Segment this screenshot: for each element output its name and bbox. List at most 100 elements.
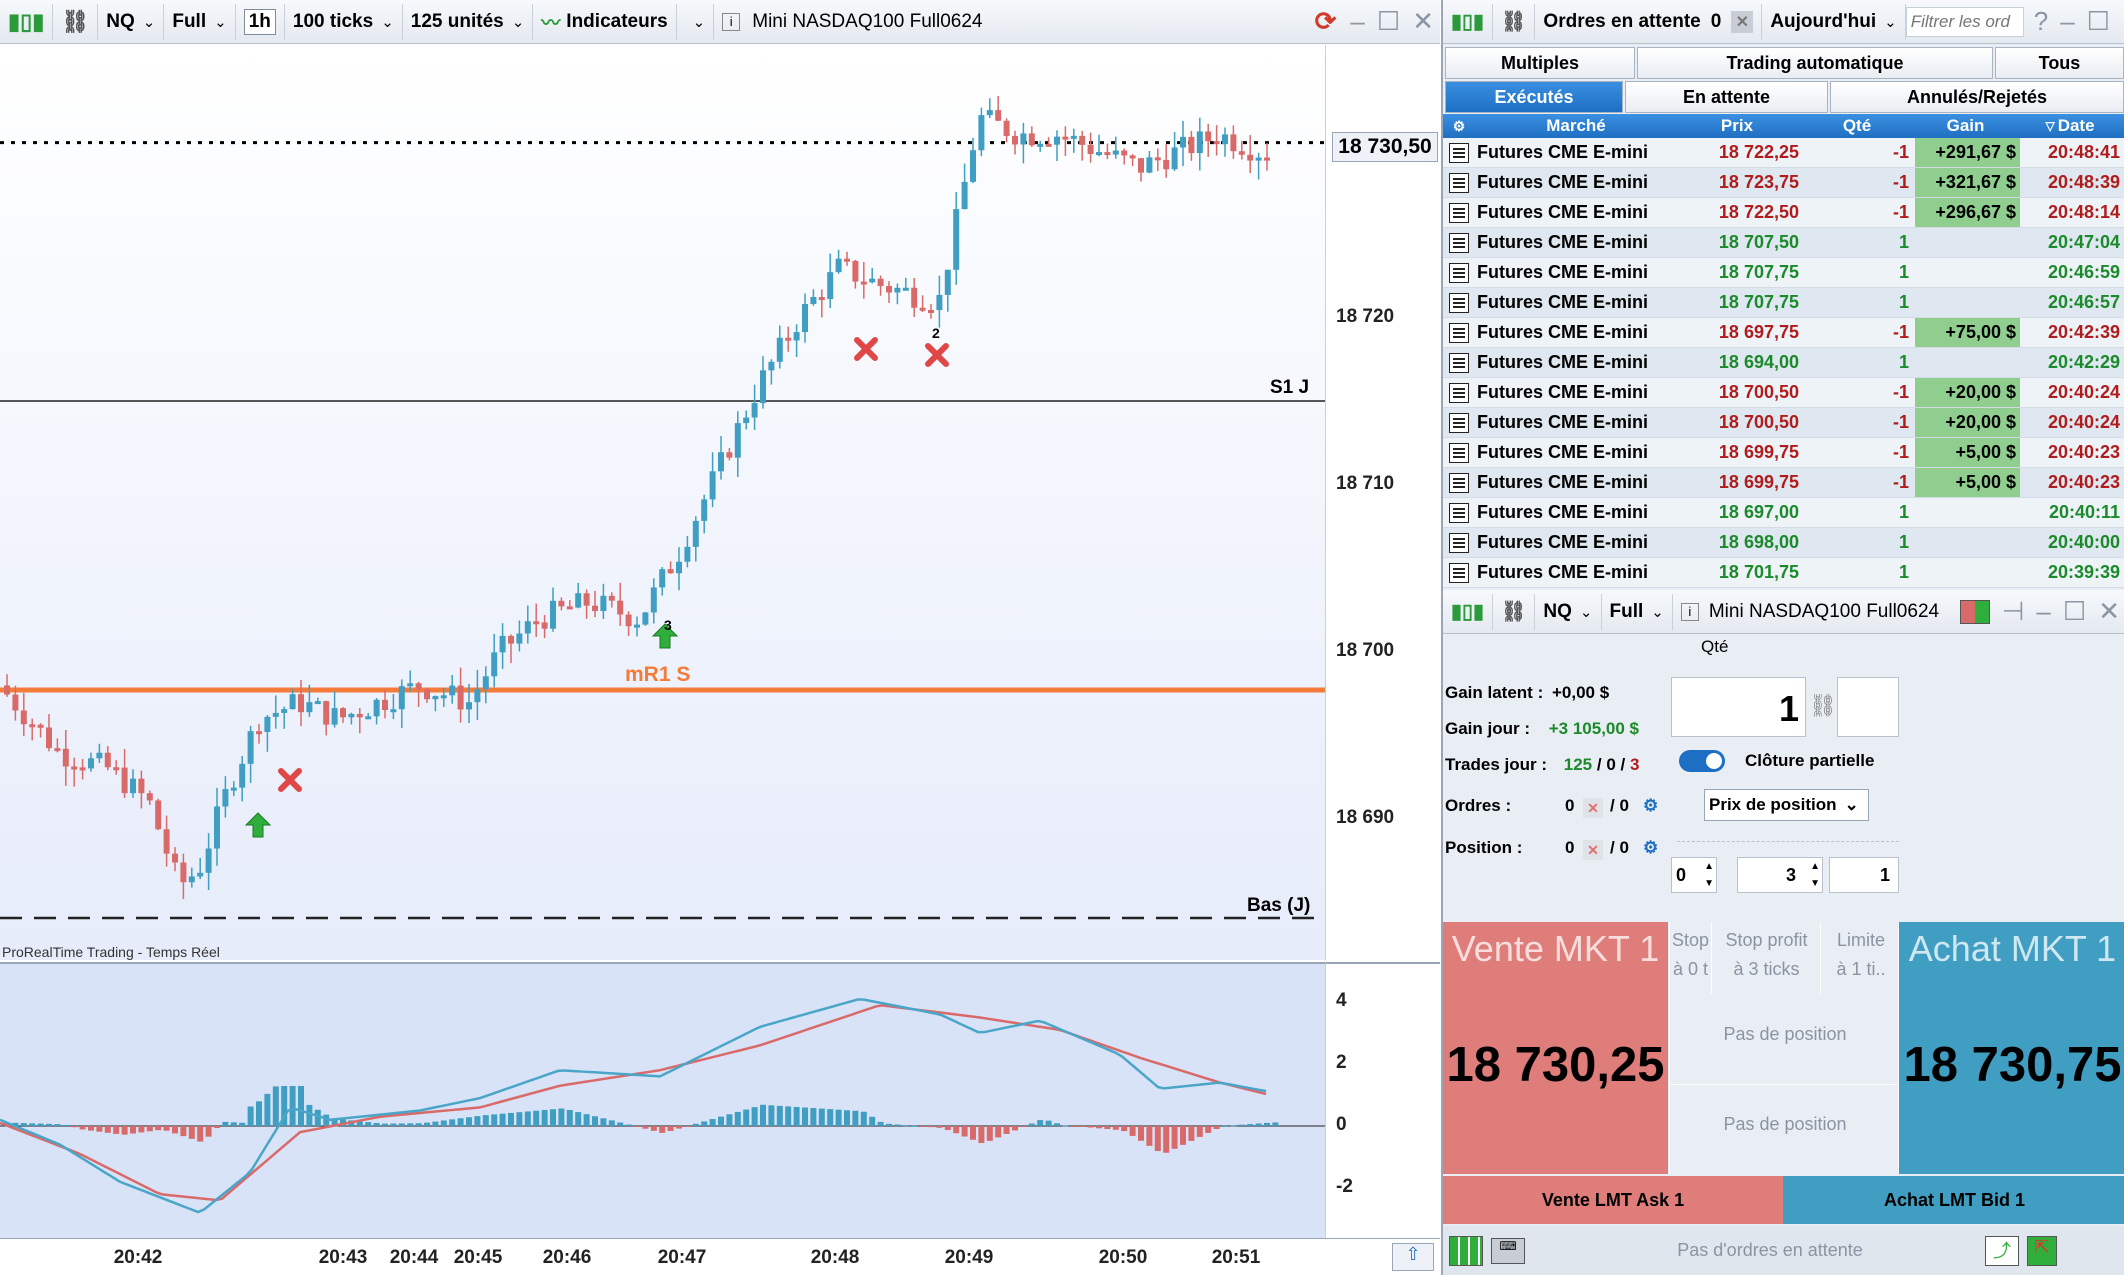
order-detail-icon[interactable]: [1443, 528, 1475, 557]
ticket-instrument-info[interactable]: i Mini NASDAQ100 Full0624: [1673, 594, 1956, 630]
column-header-date[interactable]: ▽ Date: [2020, 114, 2124, 138]
order-detail-icon[interactable]: [1443, 348, 1475, 377]
help-icon[interactable]: ?: [2033, 6, 2049, 36]
scroll-right-button[interactable]: ⇧: [1392, 1243, 1434, 1271]
table-row[interactable]: Futures CME E-mini 18 699,75 -1 +5,00 $ 20:4…: [1443, 438, 2124, 468]
link-icon[interactable]: ⛓: [53, 3, 99, 40]
order-detail-icon[interactable]: [1443, 378, 1475, 407]
tab-pending[interactable]: En attente: [1625, 81, 1828, 113]
stop-profit-button[interactable]: Stop profit à 3 ticks: [1713, 922, 1821, 994]
ticket-symbol-selector[interactable]: NQ ⌄: [1535, 593, 1602, 630]
price-chart[interactable]: S1 J mR1 S Bas (J) 2 3 ProRealTime Tradi…: [0, 45, 1325, 960]
table-row[interactable]: Futures CME E-mini 18 722,50 -1 +296,67 $ 20…: [1443, 198, 2124, 228]
order-detail-icon[interactable]: [1443, 558, 1475, 587]
tab-cancelled[interactable]: Annulés/Rejetés: [1830, 81, 2124, 113]
sell-limit-button[interactable]: Vente LMT Ask 1: [1443, 1176, 1783, 1224]
profit-stepper[interactable]: 3 ▲ ▼: [1737, 857, 1823, 893]
close-position-icon[interactable]: ✕: [1583, 840, 1603, 860]
timeframe-button[interactable]: 1h: [236, 3, 285, 40]
symbol-selector[interactable]: NQ ⌄: [98, 3, 165, 40]
table-row[interactable]: Futures CME E-mini 18 698,00 1 20:40:00: [1443, 528, 2124, 558]
table-row[interactable]: Futures CME E-mini 18 707,75 1 20:46:57: [1443, 288, 2124, 318]
table-row[interactable]: Futures CME E-mini 18 700,50 -1 +20,00 $ 20:…: [1443, 408, 2124, 438]
order-book-icon[interactable]: [1959, 599, 1990, 624]
stop-button[interactable]: Stop à 0 t: [1670, 922, 1712, 994]
price-mode-select[interactable]: Prix de position ⌄: [1704, 789, 1869, 821]
price-axis[interactable]: 18 720 18 710 18 700 18 690: [1325, 45, 1440, 960]
maximize-icon[interactable]: ☐: [1376, 6, 1401, 36]
sell-market-button[interactable]: Vente MKT 1 18 730,25: [1443, 922, 1668, 1174]
macd-panel[interactable]: [0, 962, 1325, 1238]
tab-all[interactable]: Tous: [1995, 47, 2124, 79]
order-detail-icon[interactable]: [1443, 468, 1475, 497]
close-icon[interactable]: ✕: [2122, 6, 2124, 37]
minimize-icon[interactable]: –: [2060, 6, 2075, 36]
link-icon[interactable]: ⛓: [1493, 593, 1536, 630]
ticks-selector[interactable]: 100 ticks ⌄: [285, 3, 403, 40]
filter-input[interactable]: [1905, 6, 2024, 37]
column-header-gain[interactable]: Gain: [1915, 114, 2020, 138]
mode-selector[interactable]: Full ⌄: [164, 3, 236, 40]
order-detail-icon[interactable]: [1443, 198, 1475, 227]
exit-icon[interactable]: ⇱: [2027, 1235, 2057, 1266]
refresh-icon[interactable]: ⟳: [1314, 6, 1337, 36]
table-row[interactable]: Futures CME E-mini 18 697,00 1 20:40:11: [1443, 498, 2124, 528]
candle-chart-icon[interactable]: ▮▯▮: [1443, 593, 1494, 630]
buy-limit-button[interactable]: Achat LMT Bid 1: [1783, 1176, 2124, 1224]
stepper-arrows-icon[interactable]: ▲ ▼: [1810, 861, 1820, 889]
stop-stepper[interactable]: 0 ▲ ▼: [1671, 857, 1717, 893]
maximize-icon[interactable]: ☐: [2086, 6, 2110, 36]
tab-executed[interactable]: Exécutés: [1445, 81, 1623, 113]
keyboard-icon[interactable]: ⌨: [1491, 1237, 1525, 1264]
period-selector[interactable]: Aujourd'hui ⌄: [1761, 3, 1906, 40]
table-row[interactable]: Futures CME E-mini 18 700,50 -1 +20,00 $ 20:…: [1443, 378, 2124, 408]
maximize-icon[interactable]: ☐: [2062, 596, 2087, 626]
table-row[interactable]: Futures CME E-mini 18 699,75 -1 +5,00 $ 20:4…: [1443, 468, 2124, 498]
order-detail-icon[interactable]: [1443, 318, 1475, 347]
column-header-price[interactable]: Prix: [1675, 114, 1805, 138]
order-detail-icon[interactable]: [1443, 138, 1475, 167]
pin-icon[interactable]: ⊣: [2001, 596, 2025, 626]
table-row[interactable]: Futures CME E-mini 18 707,50 1 20:47:04: [1443, 228, 2124, 258]
close-icon[interactable]: ✕: [2098, 596, 2120, 626]
ticket-mode-selector[interactable]: Full ⌄: [1602, 593, 1673, 630]
order-detail-icon[interactable]: [1443, 288, 1475, 317]
grid-view-icon[interactable]: [1449, 1235, 1483, 1266]
order-detail-icon[interactable]: [1443, 408, 1475, 437]
order-detail-icon[interactable]: [1443, 438, 1475, 467]
order-detail-icon[interactable]: [1443, 258, 1475, 287]
qty-input[interactable]: 1: [1671, 677, 1806, 737]
tab-multiples[interactable]: Multiples: [1445, 47, 1635, 79]
units-selector[interactable]: 125 unités ⌄: [403, 3, 534, 40]
minimize-icon[interactable]: –: [1350, 6, 1365, 36]
orders-settings-icon[interactable]: ⚙: [1643, 796, 1659, 815]
table-row[interactable]: Futures CME E-mini 18 701,75 1 20:39:39: [1443, 558, 2124, 588]
table-row[interactable]: Futures CME E-mini 18 697,75 -1 +75,00 $ 20:…: [1443, 318, 2124, 348]
link-icon[interactable]: ⛓: [1493, 3, 1536, 40]
partial-close-toggle[interactable]: [1679, 750, 1725, 772]
limit-stepper[interactable]: 1: [1829, 857, 1899, 893]
close-icon[interactable]: ✕: [1412, 6, 1434, 36]
chart-trading-icon[interactable]: ⤴: [1985, 1235, 2019, 1266]
tab-automatic-trading[interactable]: Trading automatique: [1637, 47, 1993, 79]
position-settings-icon[interactable]: ⚙: [1643, 838, 1659, 857]
table-row[interactable]: Futures CME E-mini 18 722,25 -1 +291,67 $ 20…: [1443, 138, 2124, 168]
stepper-arrows-icon[interactable]: ▲ ▼: [1704, 861, 1714, 889]
indicators-button[interactable]: 〰 Indicateurs: [533, 3, 677, 40]
order-detail-icon[interactable]: [1443, 498, 1475, 527]
limit-button[interactable]: Limite à 1 ti..: [1822, 922, 1900, 994]
qty-link-icon[interactable]: ⛓: [1809, 693, 1837, 718]
order-detail-icon[interactable]: [1443, 168, 1475, 197]
cancel-all-icon[interactable]: ✕: [1731, 10, 1754, 33]
table-row[interactable]: Futures CME E-mini 18 723,75 -1 +321,67 $ 20…: [1443, 168, 2124, 198]
table-row[interactable]: Futures CME E-mini 18 694,00 1 20:42:29: [1443, 348, 2124, 378]
instrument-info[interactable]: i Mini NASDAQ100 Full0624: [714, 4, 1278, 40]
candle-chart-icon[interactable]: ▮▯▮: [0, 3, 54, 40]
minimize-icon[interactable]: –: [2036, 596, 2051, 626]
indicators-dropdown[interactable]: ⌄: [677, 3, 715, 40]
candle-chart-icon[interactable]: ▮▯▮: [1443, 3, 1494, 40]
qty-input-secondary[interactable]: [1837, 677, 1899, 737]
column-header-market[interactable]: Marché: [1475, 114, 1675, 138]
table-settings-icon[interactable]: ⚙: [1452, 117, 1466, 134]
table-row[interactable]: Futures CME E-mini 18 707,75 1 20:46:59: [1443, 258, 2124, 288]
